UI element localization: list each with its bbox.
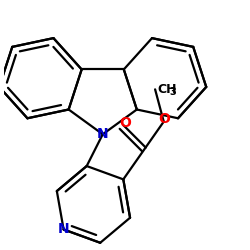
Text: O: O: [119, 116, 131, 130]
Text: N: N: [58, 222, 70, 236]
Text: N: N: [97, 127, 108, 141]
Text: O: O: [158, 112, 170, 126]
Text: 3: 3: [169, 87, 176, 97]
Text: CH: CH: [157, 83, 176, 96]
